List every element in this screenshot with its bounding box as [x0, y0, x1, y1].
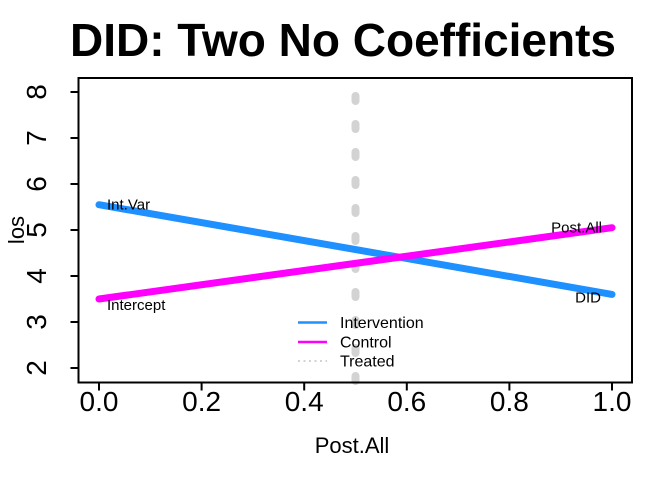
y-tick-label: 4: [21, 268, 52, 284]
legend-label-treated: Treated: [340, 354, 395, 371]
x-tick-label: 1.0: [593, 386, 632, 417]
y-axis-title: los: [4, 216, 29, 244]
x-tick-label: 0.8: [490, 386, 529, 417]
legend-label-intervention: Intervention: [340, 315, 424, 332]
x-tick-label: 0.0: [80, 386, 119, 417]
annotation-intercept: Intercept: [107, 297, 166, 314]
annotation-did: DID: [575, 289, 601, 306]
x-tick-label: 0.2: [182, 386, 221, 417]
y-tick-label: 5: [21, 222, 52, 238]
y-tick-label: 2: [21, 360, 52, 376]
x-tick-label: 0.6: [387, 386, 426, 417]
plot-area: 0.0 0.2 0.4 0.6 0.8 1.0 2 3 4 5 6 7 8 Intervention Con…: [21, 77, 633, 417]
legend-label-control: Control: [340, 335, 392, 352]
x-axis-title: Post.All: [315, 433, 390, 458]
y-tick-label: 8: [21, 84, 52, 100]
annotation-int-var: Int.Var: [107, 197, 150, 214]
series-line-intervention: [95, 201, 616, 298]
y-tick-label: 7: [21, 130, 52, 146]
y-tick-label: 3: [21, 314, 52, 330]
y-tick-label: 6: [21, 176, 52, 192]
x-tick-label: 0.4: [285, 386, 324, 417]
chart-title: DID: Two No Coefficients: [70, 14, 616, 66]
annotation-post-all: Post.All: [551, 220, 602, 237]
series-line-control: [95, 224, 616, 303]
